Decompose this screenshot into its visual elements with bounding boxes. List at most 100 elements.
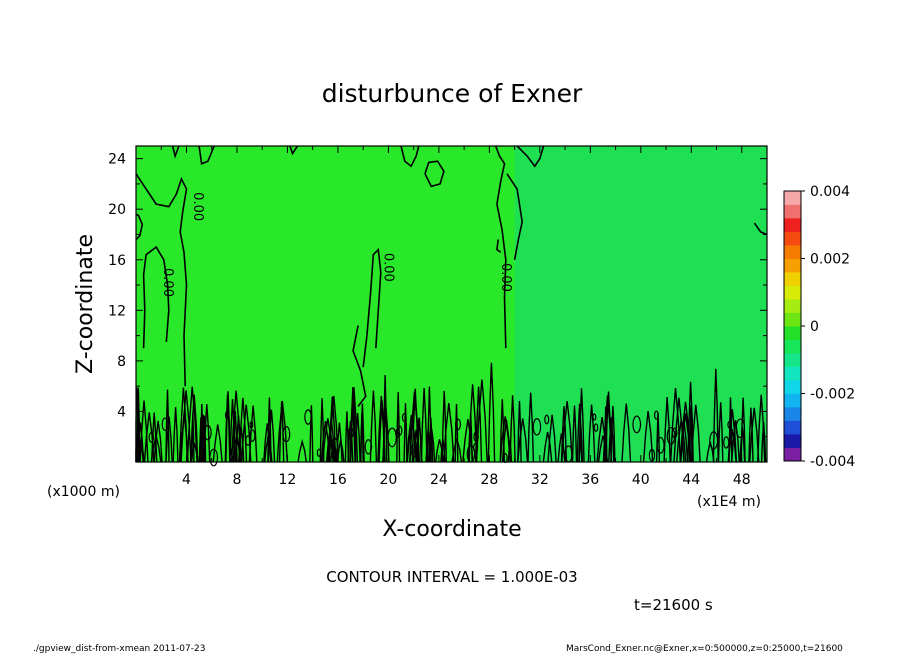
contour-line-noise — [165, 389, 170, 463]
colorbar-segment — [784, 434, 801, 448]
contour-line-noise — [748, 407, 754, 463]
contour-line-noise — [443, 403, 455, 463]
contour-line-noise — [576, 403, 583, 463]
y-tick-label: 4 — [117, 404, 126, 420]
contour-label: 0.00 — [190, 192, 205, 221]
contour-line-noise — [757, 394, 766, 463]
contour-line-noise — [560, 406, 568, 463]
contour-line-noise — [527, 392, 535, 463]
contour-line-noise — [178, 387, 188, 463]
contour-label: 0.00 — [381, 253, 396, 282]
contour-loop — [161, 417, 169, 432]
contour-line-noise — [608, 417, 615, 463]
contour-label: 0.00 — [160, 268, 175, 297]
contour-line — [171, 145, 180, 159]
contour-loop — [224, 411, 230, 420]
contour-line-noise — [557, 433, 566, 463]
colorbar-segment — [784, 204, 801, 219]
contour-labels: 0.00 0.00 0.00 0.00 — [160, 192, 513, 297]
contour-line-noise — [232, 435, 242, 463]
contour-line — [142, 245, 170, 349]
x-tick-label: 12 — [279, 472, 297, 488]
contour-line-noise — [420, 387, 428, 463]
contour-line-noise — [690, 404, 701, 463]
contour-line-noise — [276, 400, 288, 463]
contour-loop — [364, 439, 373, 455]
colorbar-segment — [784, 393, 801, 408]
x-tick-label: 4 — [182, 472, 191, 488]
contour-line-noise — [190, 394, 199, 463]
contour-loop — [455, 418, 462, 431]
contour-loop — [648, 448, 656, 462]
contour-line-noise — [349, 386, 357, 463]
x-unit-label: (x1E4 m) — [697, 494, 761, 510]
contour-line — [496, 239, 502, 253]
contour-line-noise — [517, 418, 529, 463]
contour-loop — [532, 418, 542, 436]
contour-line-noise — [382, 374, 388, 463]
contour-line-noise — [717, 402, 724, 463]
contour-line-noise — [347, 420, 354, 463]
colorbar-segment — [784, 366, 801, 381]
plot-frame — [135, 145, 768, 463]
colorbar-segment — [784, 299, 801, 313]
contour-line-noise — [621, 403, 632, 463]
contour-line-noise — [749, 407, 760, 463]
contour-line — [516, 145, 545, 168]
x-tick-label: 8 — [232, 472, 241, 488]
x-tick-label: 40 — [632, 472, 650, 488]
contour-loop — [316, 448, 322, 457]
contour-loop — [397, 425, 403, 436]
contour-loop — [727, 420, 732, 429]
contour-loop — [735, 418, 746, 439]
contour-loop — [473, 431, 479, 442]
colorbar-segment — [784, 231, 801, 246]
contour-loop — [249, 421, 254, 429]
contour-line-noise — [267, 397, 272, 463]
contour-line-noise — [297, 438, 307, 463]
contour-line-noise — [151, 412, 158, 463]
colorbar-segment — [784, 191, 801, 205]
y-axis: 4 8 12 16 20 24 — [108, 152, 767, 438]
contour-line-noise — [135, 431, 141, 463]
contour-line-noise — [727, 429, 737, 463]
x-tick-label: 20 — [379, 472, 397, 488]
colorbar-segment — [784, 420, 801, 435]
x-tick-label: 44 — [682, 472, 700, 488]
contour-loop — [203, 424, 212, 441]
y-axis-label: Z-coordinate — [73, 234, 98, 374]
contour-line-noise — [663, 397, 671, 463]
colorbar-segment — [784, 245, 801, 259]
colorbar-segment — [784, 258, 801, 273]
contour-line-noise — [327, 418, 336, 463]
field-right-region — [514, 146, 767, 462]
contour-loop — [472, 442, 479, 453]
y-tick-label: 8 — [117, 354, 126, 370]
contour-line — [424, 160, 445, 188]
x-tick-label: 16 — [329, 472, 347, 488]
y-unit-label: (x1000 m) — [47, 484, 120, 500]
contour-line-noise — [328, 395, 339, 463]
contour-line-noise — [230, 390, 242, 463]
contour-line-noise — [409, 391, 420, 463]
contour-line-noise — [278, 401, 285, 463]
contour-line-noise — [507, 440, 513, 463]
contour-line-noise — [509, 395, 516, 463]
y-tick-label: 16 — [108, 253, 126, 269]
contour-loop — [410, 443, 418, 458]
colorbar-tick-label: 0.004 — [810, 184, 850, 200]
contour-line-noise — [542, 431, 553, 463]
contour-line-noise — [487, 362, 496, 463]
contour-interval-text: CONTOUR INTERVAL = 1.000E-03 — [326, 568, 577, 586]
contour-line-noise — [676, 419, 687, 463]
contour-line-noise — [435, 439, 444, 463]
contour-loop — [709, 431, 719, 450]
x-axis: 4 8 12 16 20 24 28 32 36 40 44 48 — [160, 146, 751, 488]
contour-line-noise — [309, 405, 314, 463]
colorbar-tick-label: 0 — [810, 319, 819, 335]
contour-line-noise — [225, 391, 231, 463]
contour-loop — [230, 446, 237, 458]
contour-line — [135, 213, 144, 241]
time-text: t=21600 s — [634, 596, 713, 614]
